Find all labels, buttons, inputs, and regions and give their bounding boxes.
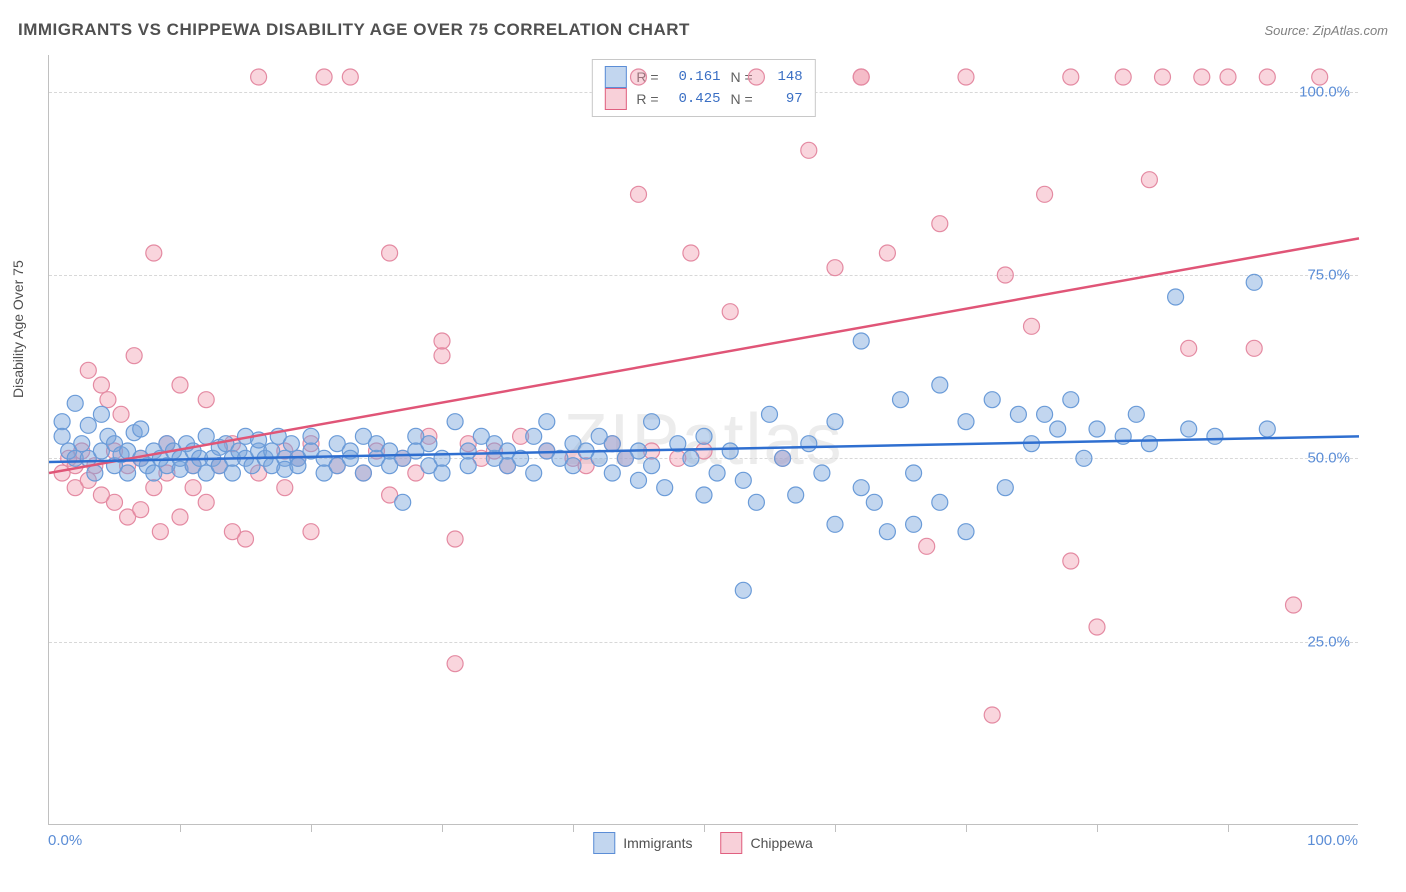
series-legend: Immigrants Chippewa <box>593 832 813 854</box>
x-tick <box>966 824 967 832</box>
scatter-plot-svg <box>49 55 1358 824</box>
legend-item-chippewa: Chippewa <box>720 832 812 854</box>
swatch-blue-icon <box>593 832 615 854</box>
legend-label-chippewa: Chippewa <box>750 835 812 851</box>
legend-item-immigrants: Immigrants <box>593 832 692 854</box>
y-axis-label: Disability Age Over 75 <box>10 260 26 398</box>
x-axis-max-label: 100.0% <box>1307 832 1358 849</box>
x-tick <box>835 824 836 832</box>
x-tick <box>180 824 181 832</box>
x-tick <box>442 824 443 832</box>
chart-header: IMMIGRANTS VS CHIPPEWA DISABILITY AGE OV… <box>18 20 1388 40</box>
source-label: Source: ZipAtlas.com <box>1264 23 1388 38</box>
x-tick <box>311 824 312 832</box>
x-tick <box>1228 824 1229 832</box>
chart-title: IMMIGRANTS VS CHIPPEWA DISABILITY AGE OV… <box>18 20 690 40</box>
swatch-pink-icon <box>720 832 742 854</box>
legend-label-immigrants: Immigrants <box>623 835 692 851</box>
chart-plot-area: ZIPatlas 25.0%50.0%75.0%100.0% R = 0.161… <box>48 55 1358 825</box>
x-tick <box>1097 824 1098 832</box>
x-tick <box>704 824 705 832</box>
x-tick <box>573 824 574 832</box>
x-axis-min-label: 0.0% <box>48 832 82 849</box>
